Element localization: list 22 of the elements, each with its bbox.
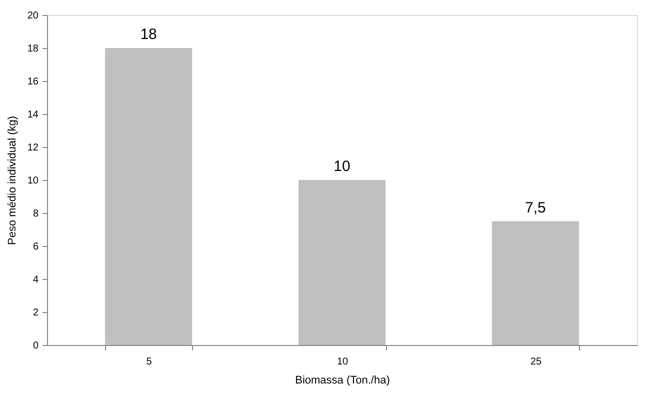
- y-tick-label: 4: [32, 274, 39, 286]
- y-tick-label: 20: [27, 10, 39, 22]
- y-tick-label: 12: [27, 142, 39, 154]
- y-tick-label: 8: [32, 208, 39, 220]
- y-tick-label: 6: [32, 242, 39, 252]
- y-tick-label: 2: [32, 308, 39, 318]
- y-tick-label: 10: [27, 176, 39, 186]
- x-tick-label: 5: [146, 356, 152, 368]
- data-label: 18: [140, 26, 157, 43]
- y-axis-title: Peso médio individual (kg): [6, 116, 18, 246]
- y-tick-label: 18: [27, 44, 39, 54]
- y-tick-label: 14: [27, 110, 39, 120]
- data-label: 10: [334, 158, 350, 175]
- x-axis-title: Biomassa (Ton./ha): [295, 374, 390, 386]
- x-tick-label: 10: [336, 356, 348, 368]
- y-tick-label: 0: [32, 340, 39, 352]
- data-label: 7,5: [525, 199, 546, 216]
- bar: [105, 48, 192, 345]
- bar: [298, 180, 386, 345]
- bar: [492, 221, 579, 345]
- y-tick-label: 16: [27, 76, 39, 88]
- x-tick-label: 25: [530, 356, 542, 368]
